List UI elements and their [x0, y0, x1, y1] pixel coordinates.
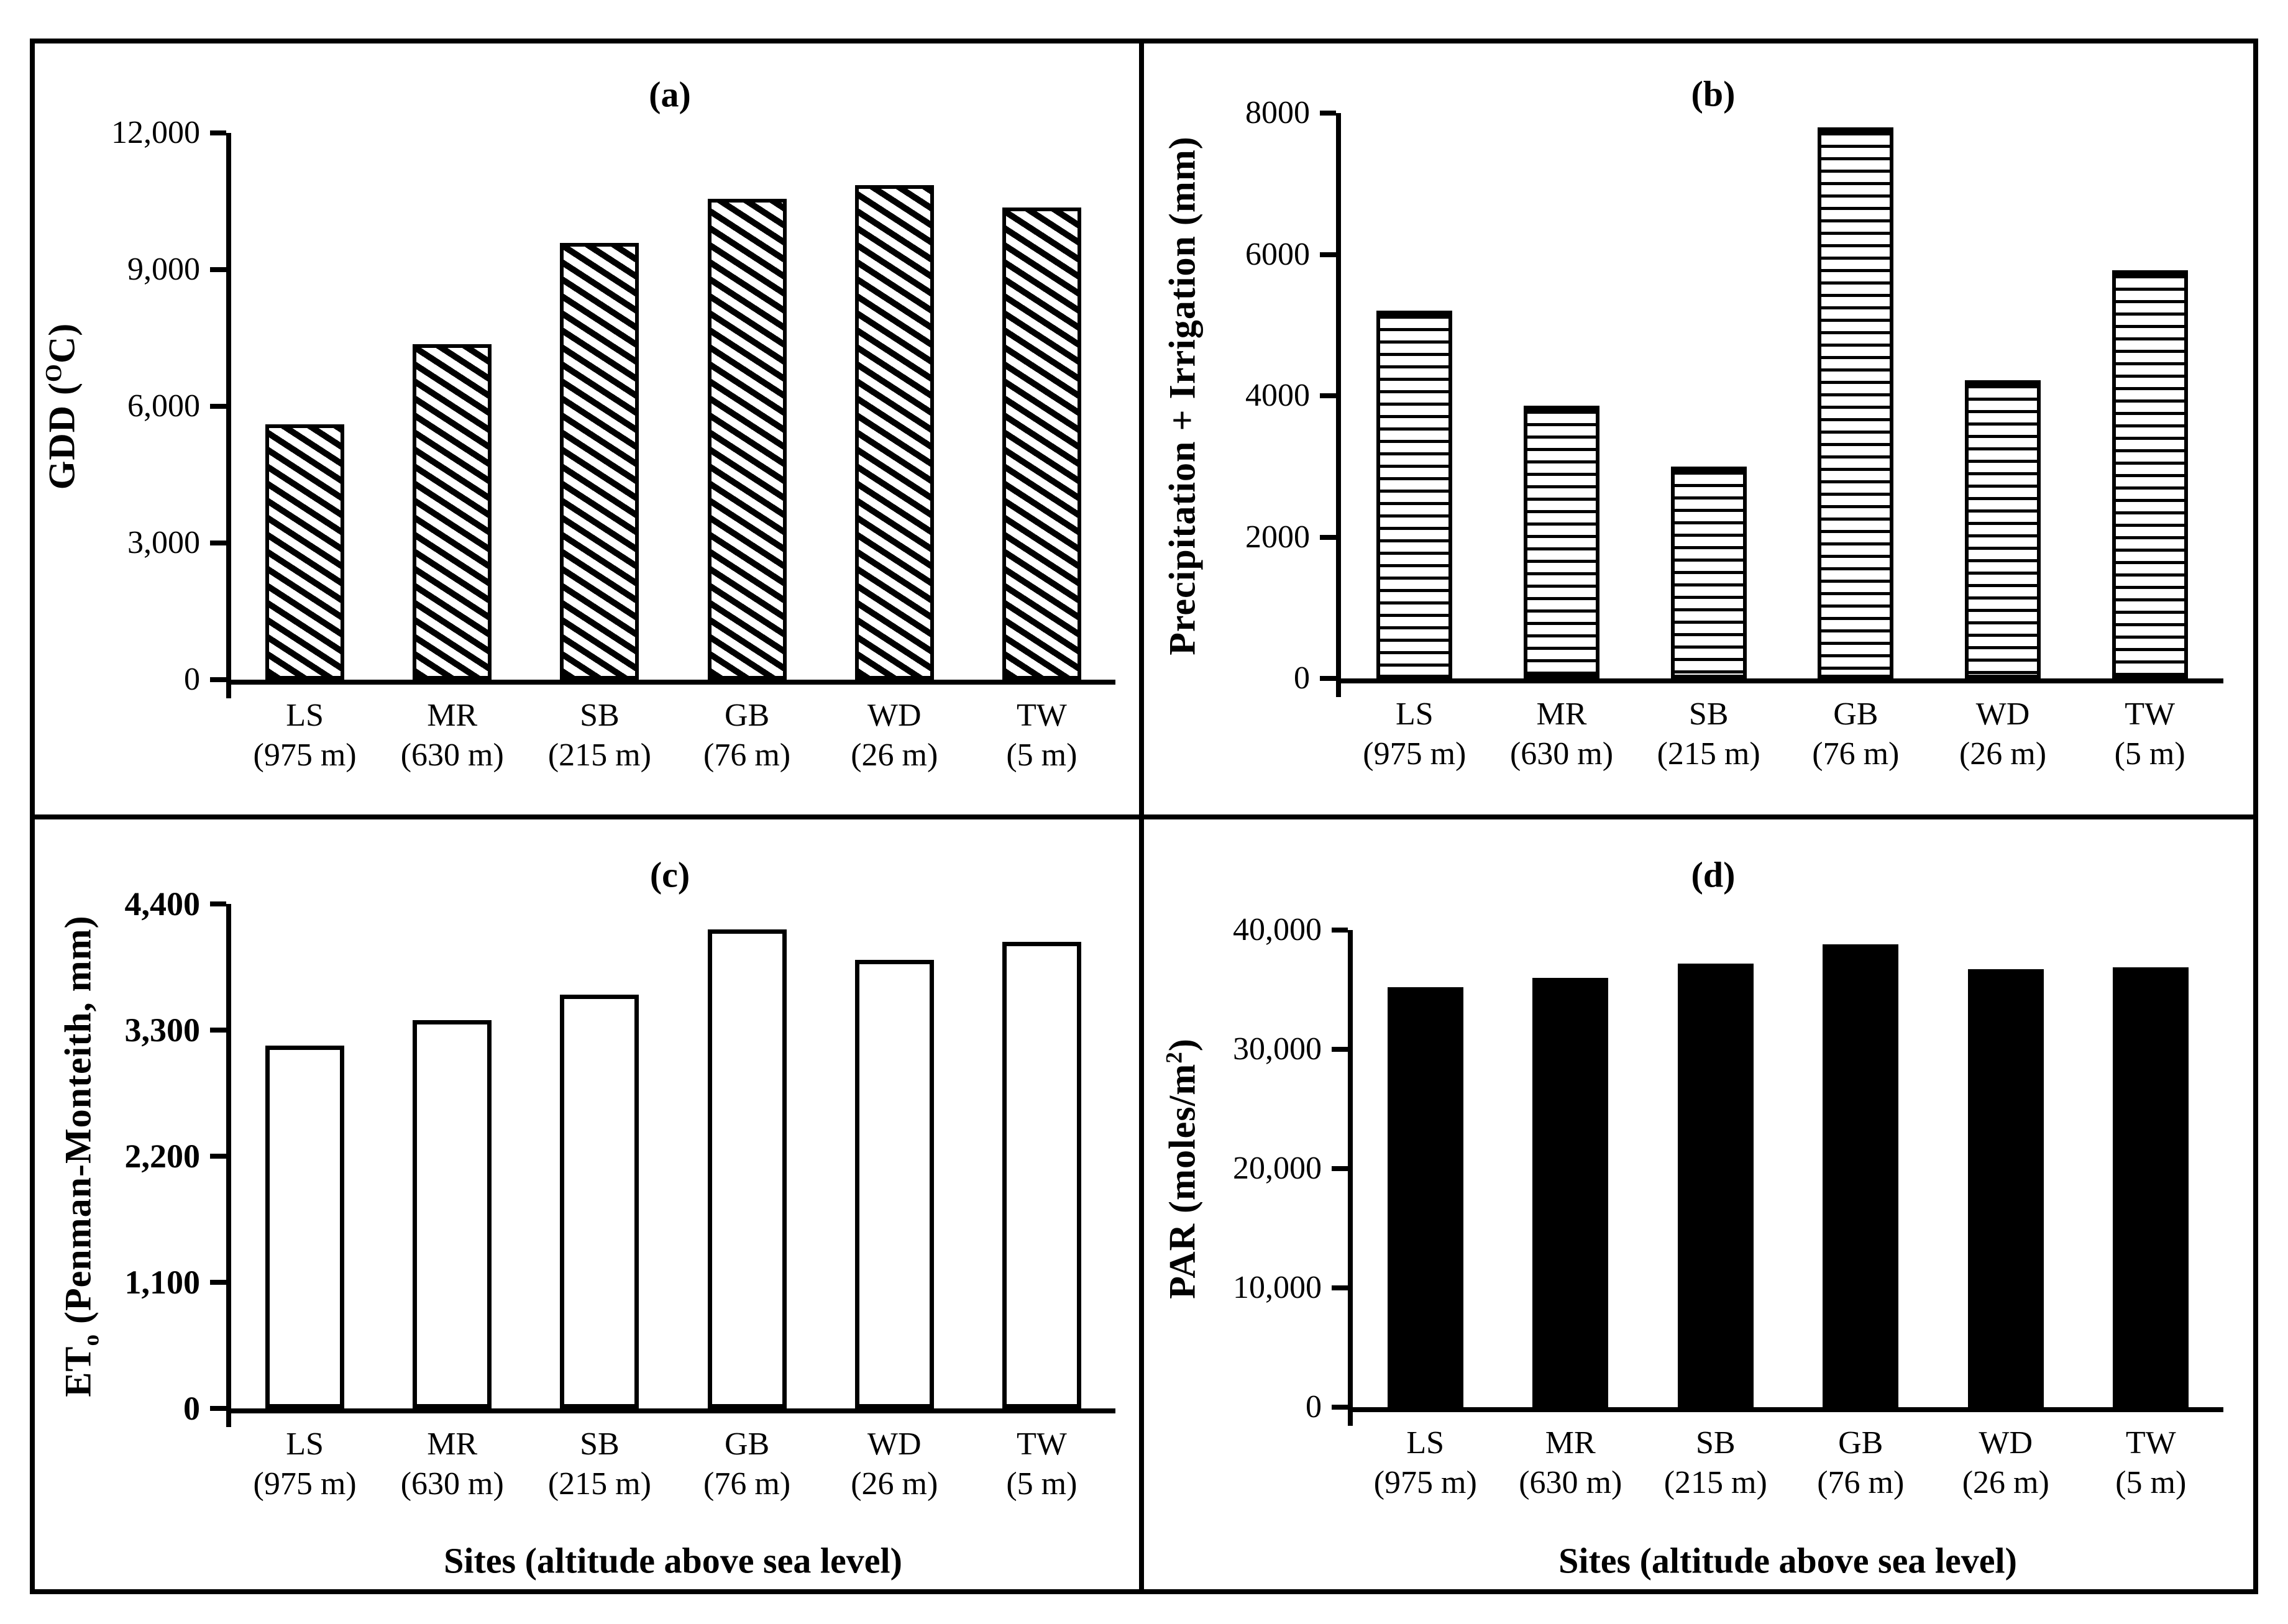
panel-divider-horizontal	[30, 814, 2258, 819]
